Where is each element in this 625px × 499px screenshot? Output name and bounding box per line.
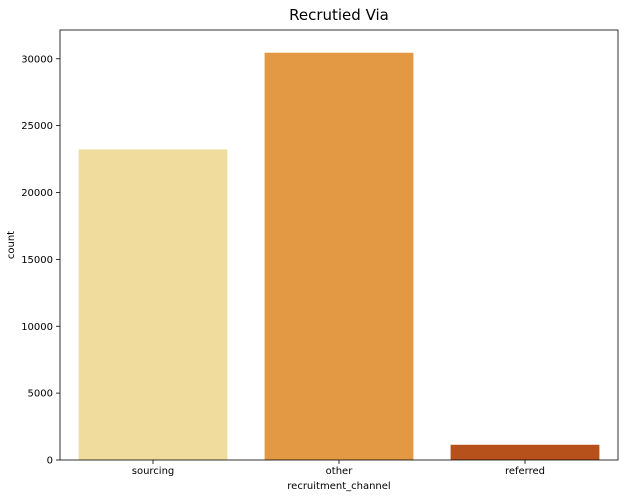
x-tick-label-referred: referred [505, 466, 545, 477]
y-tick-label: 0 [47, 456, 53, 467]
x-axis-title: recruitment_channel [287, 481, 390, 492]
y-tick-label: 25000 [21, 121, 53, 132]
y-axis-ticks: 0 5000 10000 15000 20000 25000 30000 [21, 54, 60, 467]
y-tick-label: 15000 [21, 255, 53, 266]
y-tick-label: 5000 [28, 389, 53, 400]
x-tick-label-sourcing: sourcing [132, 466, 175, 477]
bar-sourcing [78, 149, 228, 460]
bar-referred [450, 444, 600, 460]
plot-frame [59, 29, 619, 461]
y-tick-label: 10000 [21, 322, 53, 333]
bar-other [264, 52, 414, 460]
bars-group [78, 52, 600, 460]
y-tick-label: 20000 [21, 188, 53, 199]
x-tick-label-other: other [326, 466, 354, 477]
y-axis-title: count [6, 231, 17, 259]
x-axis-ticks: sourcing other referred [132, 460, 545, 477]
chart-title: Recrutied Via [289, 6, 389, 24]
y-tick-label: 30000 [21, 54, 53, 65]
